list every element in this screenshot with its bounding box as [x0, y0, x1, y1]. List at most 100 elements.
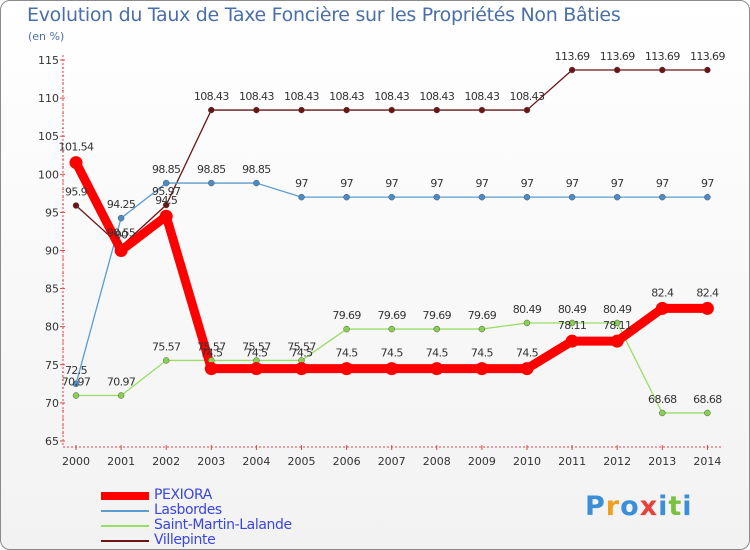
x-tick-label: 2014: [693, 455, 721, 468]
data-label: 97: [385, 177, 398, 190]
x-tick-label: 2006: [333, 455, 361, 468]
data-label: 97: [701, 177, 714, 190]
data-point-lasbordes: [613, 193, 621, 201]
data-label: 97: [611, 177, 624, 190]
legend-item: Villepinte: [96, 532, 356, 549]
legend-item: Saint-Martin-Lalande: [96, 517, 356, 534]
data-label: 95.97: [152, 185, 181, 198]
data-point-villepinte: [659, 66, 666, 74]
data-label: 74.5: [426, 347, 449, 360]
y-tick-label: 110: [38, 92, 59, 105]
data-label: 75.57: [197, 340, 226, 353]
data-label: 108.43: [239, 90, 274, 103]
y-tick-label: 70: [45, 397, 59, 410]
data-point-villepinte: [478, 106, 486, 114]
y-tick-label: 115: [38, 54, 59, 67]
data-point-saint-martin-lalande: [343, 325, 350, 333]
data-label: 75.57: [242, 340, 271, 353]
data-point-villepinte: [208, 106, 215, 114]
data-label: 90.55: [107, 226, 136, 239]
x-tick-label: 2013: [648, 455, 676, 468]
data-point-villepinte: [298, 106, 305, 114]
data-point-villepinte: [433, 106, 441, 114]
x-tick-label: 2008: [423, 455, 451, 468]
y-tick-label: 85: [45, 283, 59, 296]
logo-letter: x: [639, 491, 659, 522]
chart-legend: PEXIORA Lasbordes Saint-Martin-Lalande Vill…: [96, 487, 356, 549]
chart-title: Evolution du Taux de Taxe Foncière sur l…: [27, 4, 621, 26]
legend-swatch: [101, 492, 149, 500]
data-label: 108.43: [464, 90, 499, 103]
data-label: 94.25: [107, 198, 136, 211]
data-point-pexiora: [340, 362, 354, 376]
data-label: 97: [340, 177, 353, 190]
data-label: 80.49: [513, 303, 542, 316]
data-label: 113.69: [690, 50, 725, 63]
data-point-lasbordes: [568, 193, 576, 201]
data-label: 113.69: [645, 50, 680, 63]
data-label: 70.97: [62, 376, 91, 389]
data-point-lasbordes: [208, 179, 215, 187]
data-label: 74.5: [471, 347, 494, 360]
y-axis-unit: (en %): [28, 30, 65, 43]
x-tick-label: 2010: [513, 455, 541, 468]
data-point-lasbordes: [388, 193, 395, 201]
data-point-pexiora: [69, 156, 83, 170]
data-label: 74.5: [290, 347, 313, 360]
data-label: 97: [295, 177, 308, 190]
data-point-saint-martin-lalande: [117, 392, 125, 399]
data-point-lasbordes: [72, 380, 80, 388]
legend-item: PEXIORA: [96, 487, 356, 504]
data-label: 74.5: [245, 347, 268, 360]
data-point-pexiora: [520, 362, 534, 376]
data-point-pexiora: [249, 362, 263, 376]
data-label: 101.54: [59, 141, 94, 154]
data-label: 108.43: [374, 90, 409, 103]
data-point-saint-martin-lalande: [433, 325, 441, 333]
proxiti-logo: Proxiti: [585, 491, 693, 522]
data-point-lasbordes: [298, 193, 305, 201]
data-label: 97: [566, 177, 579, 190]
data-point-pexiora: [700, 301, 714, 315]
data-point-saint-martin-lalande: [523, 319, 531, 327]
data-point-lasbordes: [523, 193, 531, 201]
data-point-villepinte: [162, 201, 170, 209]
x-tick-label: 2002: [152, 455, 180, 468]
data-label: 74.5: [200, 347, 223, 360]
y-tick-label: 95: [45, 206, 59, 219]
y-tick-label: 90: [45, 245, 59, 258]
data-label: 97: [656, 177, 669, 190]
legend-label: Saint-Martin-Lalande: [154, 517, 292, 533]
data-label: 74.5: [336, 347, 359, 360]
data-label: 78.11: [603, 319, 632, 332]
data-point-saint-martin-lalande: [613, 319, 621, 327]
data-point-villepinte: [343, 106, 350, 114]
data-label: 98.85: [242, 163, 271, 176]
data-label: 108.43: [419, 90, 454, 103]
data-point-pexiora: [159, 209, 173, 223]
data-point-pexiora: [114, 244, 128, 257]
data-point-saint-martin-lalande: [568, 319, 576, 327]
data-label: 78.11: [558, 319, 587, 332]
data-label: 75.57: [287, 340, 316, 353]
x-tick-label: 2004: [242, 455, 270, 468]
x-tick-label: 2007: [378, 455, 406, 468]
data-label: 95.9: [65, 186, 88, 199]
data-point-saint-martin-lalande: [388, 325, 395, 333]
data-point-saint-martin-lalande: [704, 409, 711, 417]
logo-letter: i: [658, 491, 669, 522]
data-point-lasbordes: [162, 179, 170, 187]
data-label: 82.4: [696, 286, 719, 299]
legend-label: Lasbordes: [154, 502, 222, 518]
data-point-lasbordes: [704, 193, 711, 201]
y-tick-label: 80: [45, 321, 59, 334]
legend-swatch: [101, 525, 149, 527]
data-label: 97: [430, 177, 443, 190]
x-tick-label: 2003: [197, 455, 225, 468]
x-tick-label: 2005: [288, 455, 316, 468]
data-label: 108.43: [284, 90, 319, 103]
data-point-pexiora: [475, 362, 489, 376]
data-label: 70.97: [107, 376, 136, 389]
y-tick-label: 75: [45, 359, 59, 372]
